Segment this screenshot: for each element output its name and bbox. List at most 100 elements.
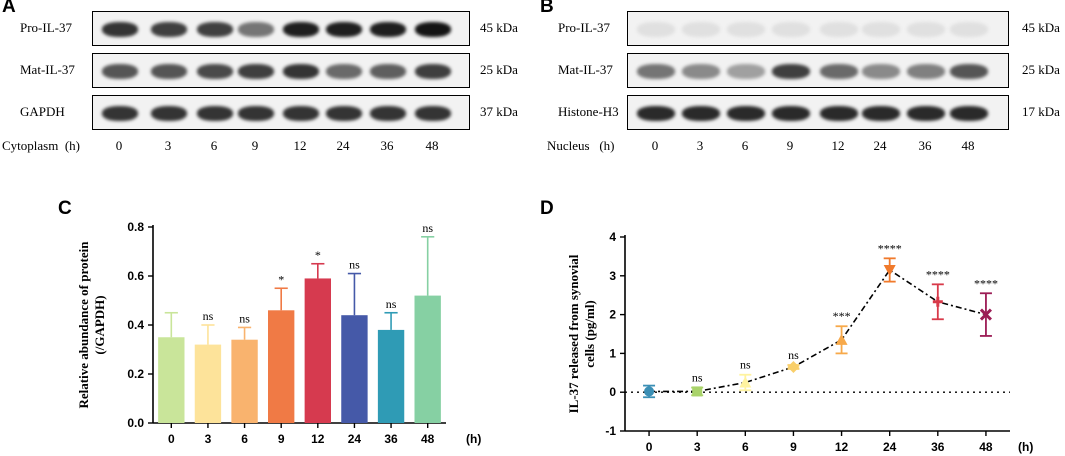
blot-axis-label: Nucleus (h) [547,138,615,153]
blot-band [637,22,675,37]
blot-axis-label: Cytoplasm (h) [2,138,80,153]
panel-c-letter: C [58,198,72,219]
blot-strip [92,53,470,88]
molecular-weight-label: 17 kDa [1022,103,1060,119]
lane-label: 12 [293,138,307,153]
lane-label: 12 [831,138,845,153]
significance-label: * [315,248,321,262]
significance-label: **** [878,241,902,255]
blot-band [772,64,810,79]
blot-band [238,106,274,121]
data-point [932,296,943,307]
blot-band [820,64,858,79]
significance-label: *** [833,309,851,323]
lane-label: 6 [741,138,749,153]
y-axis-title: Relative abundance of protein [76,241,91,409]
lane-label: 9 [251,138,259,153]
blot-strip [627,95,1009,130]
x-tick-label: 6 [241,432,248,446]
blot-row-label: Mat-IL-37 [558,61,613,77]
significance-label: ns [422,221,433,235]
x-tick-label: 0 [646,440,653,454]
significance-label: ns [740,358,751,372]
bar [377,329,405,423]
bar [194,344,222,423]
blot-band [415,22,451,37]
blot-band [370,64,406,79]
blot-band [151,22,187,37]
x-tick-label: 24 [883,440,897,454]
y-tick-label: 3 [609,269,616,283]
blot-band [727,106,765,121]
blot-band [637,106,675,121]
x-tick-label: 24 [348,432,362,446]
blot-band [238,22,274,37]
significance-label: **** [974,276,998,290]
data-point [979,308,992,321]
blot-band [415,64,451,79]
blot-band [637,64,675,79]
blot-band [682,22,720,37]
y-tick-label: 2 [609,308,616,322]
y-tick-label: 0.4 [127,318,144,332]
y-tick-label: 0.2 [127,367,144,381]
blot-band [283,106,319,121]
blot-band [197,64,233,79]
blot-band [415,106,451,121]
data-point [883,264,896,276]
panel-b-letter: B [540,0,554,17]
lane-label: 3 [164,138,172,153]
y-tick-label: -1 [605,424,616,438]
lane-label: 24 [336,138,350,153]
y-tick-label: 0 [609,385,616,399]
lane-label: 3 [696,138,704,153]
x-tick-label: 36 [931,440,945,454]
blot-band [772,106,810,121]
blot-band [950,106,988,121]
blot-band [326,64,362,79]
y-tick-label: 0.0 [127,416,144,430]
blot-band [102,64,138,79]
bar [414,295,441,423]
bar [304,278,331,423]
y-tick-label: 0.6 [127,269,144,283]
blot-band [862,22,900,37]
blot-band [862,106,900,121]
bar [268,310,295,423]
blot-strip [627,53,1009,88]
blot-strip [627,11,1009,46]
lane-label: 36 [918,138,932,153]
significance-label: ns [349,258,360,272]
blot-band [370,22,406,37]
blot-band [727,64,765,79]
molecular-weight-label: 37 kDa [480,103,518,119]
x-tick-label: 12 [311,432,325,446]
blot-band [907,22,945,37]
x-tick-label: 9 [790,440,797,454]
blot-band [102,106,138,121]
significance-label: * [278,272,284,286]
blot-row-label: Pro-IL-37 [20,19,72,35]
blot-band [950,64,988,79]
blot-band [151,64,187,79]
x-unit-label: (h) [1018,440,1033,454]
blot-band [682,64,720,79]
blot-strip [92,95,470,130]
blot-row-label: GAPDH [20,103,65,119]
y-axis-title-line2: (/GAPDH) [92,295,107,354]
x-unit-label: (h) [466,432,481,446]
blot-band [370,106,406,121]
blot-band [820,106,858,121]
lane-label: 48 [425,138,439,153]
y-tick-label: 0.8 [127,220,144,234]
blot-row-label: Mat-IL-37 [20,61,75,77]
blot-band [727,22,765,37]
significance-label: ns [788,348,799,362]
lane-label: 36 [380,138,394,153]
x-tick-label: 0 [168,432,175,446]
blot-band [151,106,187,121]
y-tick-label: 1 [609,346,616,360]
significance-label: **** [926,267,950,281]
data-point [835,333,848,345]
